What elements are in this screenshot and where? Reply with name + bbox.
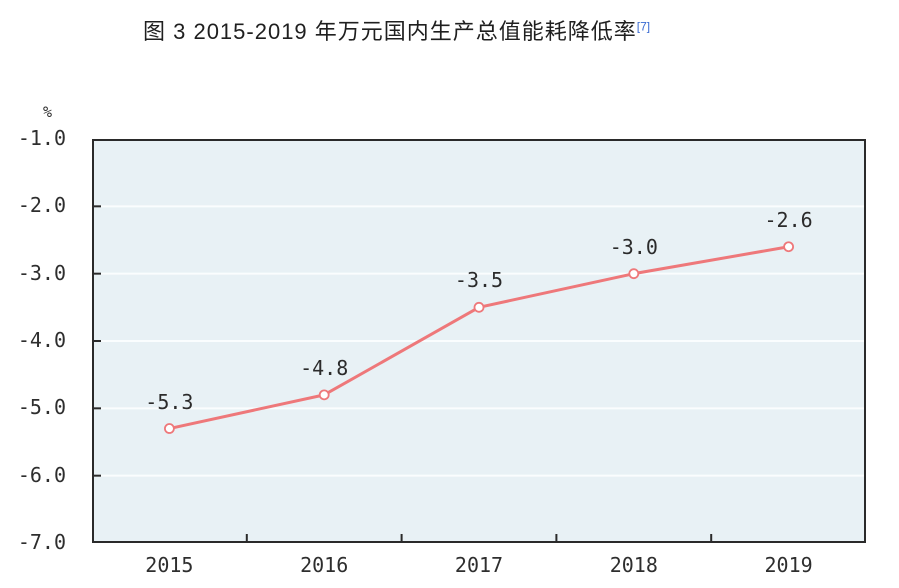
y-tick-label: -6.0 — [17, 462, 66, 487]
data-point-marker — [164, 423, 175, 434]
data-point-marker — [318, 389, 330, 401]
y-tick-label: -2.0 — [17, 193, 66, 218]
y-tick-label: -1.0 — [17, 126, 66, 150]
data-point-label: -3.5 — [454, 268, 504, 293]
x-tick-label: 2018 — [609, 553, 658, 577]
x-tick-label: 2016 — [300, 553, 349, 577]
chart-title: 图 3 2015-2019 年万元国内生产总值能耗降低率[7] — [143, 14, 650, 46]
data-point-label: -2.6 — [764, 207, 813, 232]
y-tick-label: -3.0 — [17, 260, 66, 285]
data-point-marker — [783, 241, 794, 253]
plot-frame — [92, 139, 866, 543]
y-tick-label: -5.0 — [17, 395, 66, 420]
data-point-label: -3.0 — [609, 234, 658, 259]
data-point-label: -4.8 — [300, 355, 349, 380]
x-tick-label: 2019 — [764, 553, 813, 577]
data-point-label: -5.3 — [145, 389, 194, 414]
y-tick-label: -4.0 — [17, 328, 66, 352]
chart-title-text: 图 3 2015-2019 年万元国内生产总值能耗降低率 — [143, 19, 637, 44]
y-tick-label: -7.0 — [17, 530, 66, 554]
plot-area — [92, 139, 866, 543]
data-point-marker — [628, 268, 640, 280]
footnote-ref: [7] — [636, 19, 651, 34]
line-chart-svg — [92, 139, 866, 543]
x-tick-label: 2017 — [454, 553, 504, 577]
x-tick-label: 2015 — [145, 553, 194, 577]
y-axis-unit-label: % — [42, 103, 52, 121]
data-point-marker — [473, 301, 485, 313]
